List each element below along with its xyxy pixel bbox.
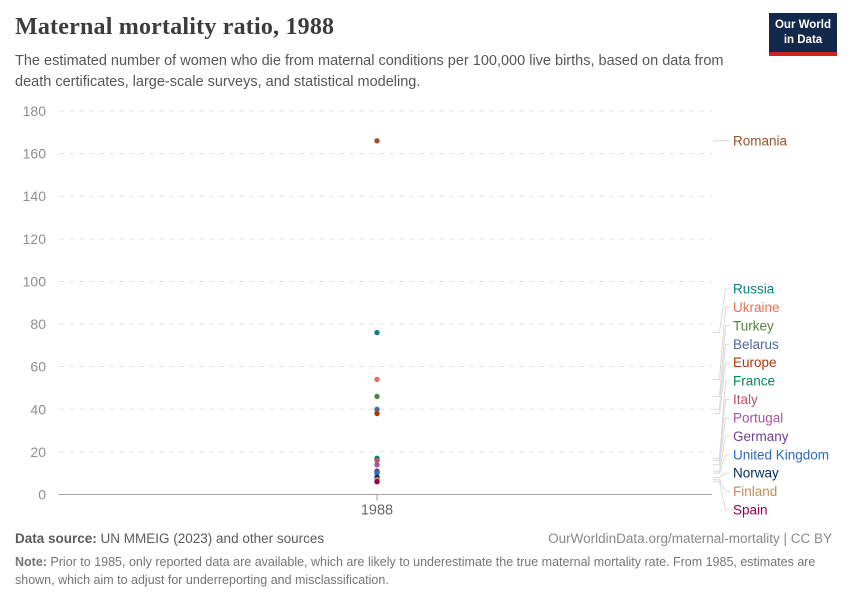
legend-label-finland[interactable]: Finland bbox=[733, 484, 777, 499]
legend-label-turkey[interactable]: Turkey bbox=[733, 318, 774, 333]
y-tick-label-60: 60 bbox=[30, 359, 46, 375]
owid-logo-line2: in Data bbox=[783, 33, 823, 46]
point-turkey[interactable] bbox=[374, 393, 380, 400]
y-tick-label-160: 160 bbox=[23, 146, 47, 162]
footer-note: Note: Prior to 1985, only reported data … bbox=[15, 555, 816, 588]
owid-logo-line1: Our World bbox=[774, 19, 831, 31]
point-united-kingdom[interactable] bbox=[374, 470, 380, 476]
legend-label-ukraine[interactable]: Ukraine bbox=[733, 300, 780, 315]
page-title: Maternal mortality ratio, 1988 bbox=[15, 14, 335, 40]
owid-logo: Our World in Data bbox=[769, 13, 837, 56]
footer-source-row: Data source: UN MMEIG (2023) and other s… bbox=[15, 531, 832, 546]
point-belarus[interactable] bbox=[374, 406, 380, 412]
legend-label-spain[interactable]: Spain bbox=[733, 503, 768, 518]
legend-label-portugal[interactable]: Portugal bbox=[733, 410, 783, 425]
point-portugal[interactable] bbox=[374, 462, 380, 468]
point-romania[interactable] bbox=[374, 138, 380, 144]
legend-connector-italy bbox=[713, 399, 730, 461]
legend-label-romania[interactable]: Romania bbox=[733, 133, 788, 148]
legend-connector-europe bbox=[713, 362, 730, 414]
chart-subtitle: The estimated number of women who die fr… bbox=[15, 53, 724, 91]
legend-label-belarus[interactable]: Belarus bbox=[733, 337, 779, 352]
y-tick-label-120: 120 bbox=[23, 231, 47, 247]
y-tick-label-40: 40 bbox=[30, 401, 46, 417]
legend-connector-finland bbox=[713, 479, 730, 493]
x-tick-label: 1988 bbox=[361, 503, 393, 519]
legend-label-norway[interactable]: Norway bbox=[733, 466, 779, 481]
legend-label-germany[interactable]: Germany bbox=[733, 429, 789, 444]
point-europe[interactable] bbox=[374, 410, 380, 417]
legend-label-united-kingdom[interactable]: United Kingdom bbox=[733, 447, 829, 462]
legend-label-france[interactable]: France bbox=[733, 374, 775, 389]
legend-connector-russia bbox=[713, 288, 730, 334]
legend-connector-ukraine bbox=[713, 306, 730, 380]
legend-connector-germany bbox=[713, 435, 730, 472]
legend-connector-spain bbox=[713, 481, 730, 511]
scatter-chart: 0 20 40 60 80 100 120 140 160 180 1988 Romania Russi… bbox=[23, 103, 829, 519]
point-italy[interactable] bbox=[374, 457, 380, 464]
y-tick-label-140: 140 bbox=[23, 188, 47, 204]
legend-connector-portugal bbox=[713, 417, 730, 466]
legend-connector-turkey bbox=[713, 325, 730, 397]
point-ukraine[interactable] bbox=[374, 376, 380, 383]
point-spain[interactable] bbox=[374, 479, 380, 485]
legend-connector-united-kingdom bbox=[713, 454, 730, 474]
point-russia[interactable] bbox=[374, 329, 380, 336]
legend-connector-france bbox=[713, 380, 730, 459]
y-tick-label-100: 100 bbox=[23, 273, 47, 289]
y-tick-label-0: 0 bbox=[38, 487, 46, 503]
y-tick-label-180: 180 bbox=[23, 103, 47, 119]
y-tick-label-80: 80 bbox=[30, 316, 46, 332]
legend-connector-norway bbox=[713, 472, 730, 478]
legend-connector-belarus bbox=[713, 343, 730, 410]
legend-label-russia[interactable]: Russia bbox=[733, 282, 775, 297]
legend-label-europe[interactable]: Europe bbox=[733, 355, 777, 370]
legend-label-italy[interactable]: Italy bbox=[733, 392, 758, 407]
data-source-text: Data source: UN MMEIG (2023) and other s… bbox=[15, 531, 325, 546]
y-tick-label-20: 20 bbox=[30, 444, 46, 460]
credit-link[interactable]: OurWorldinData.org/maternal-mortality | … bbox=[548, 531, 832, 546]
